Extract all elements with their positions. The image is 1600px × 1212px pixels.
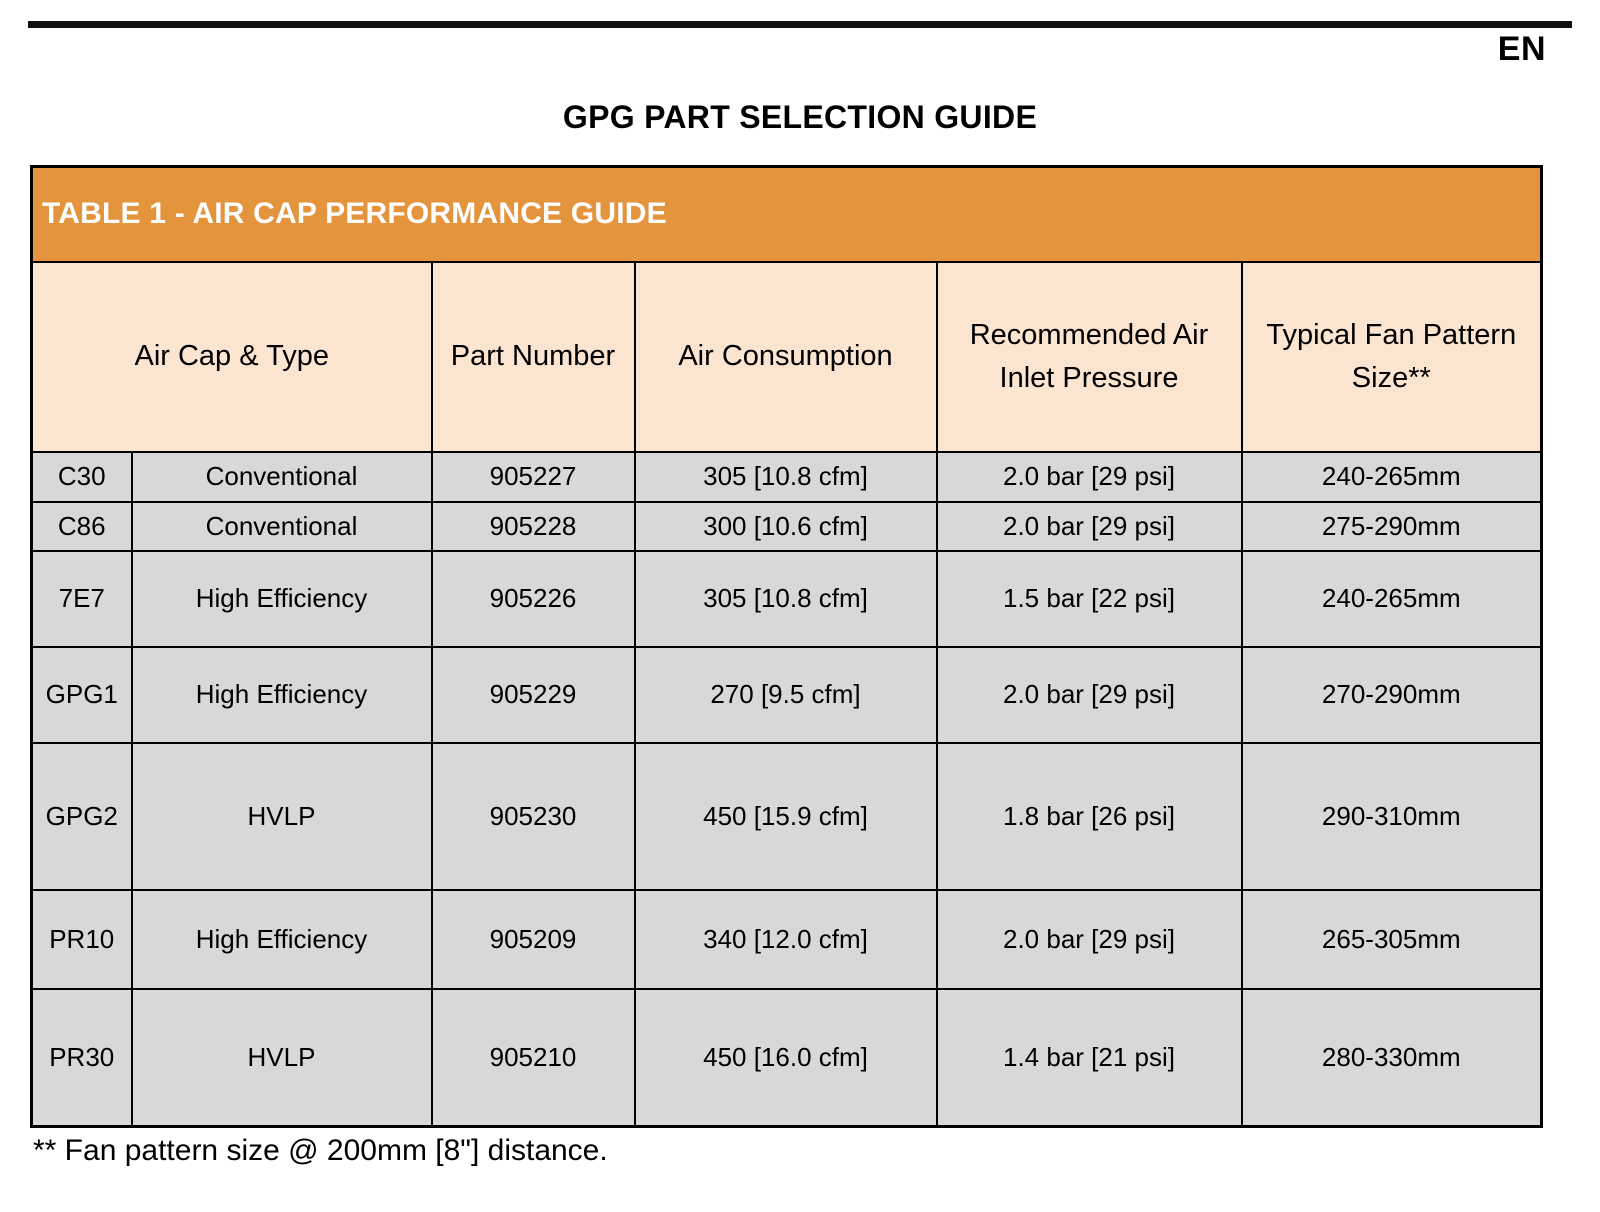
fan-pattern-size: 280-330mm <box>1240 987 1543 1128</box>
fan-pattern-size: 290-310mm <box>1240 741 1543 891</box>
fan-pattern-size: 240-265mm <box>1240 450 1543 503</box>
fan-pattern-size: 240-265mm <box>1240 549 1543 648</box>
table-row-pr30: PR30 HVLP 905210 450 [16.0 cfm] 1.4 bar … <box>30 987 1543 1128</box>
air-consumption: 450 [16.0 cfm] <box>633 987 938 1128</box>
inlet-pressure: 2.0 bar [29 psi] <box>935 500 1243 552</box>
table-title: TABLE 1 - AIR CAP PERFORMANCE GUIDE <box>30 165 1543 263</box>
table-header-row: Air Cap & Type Part Number Air Consumpti… <box>30 260 1543 453</box>
top-horizontal-rule <box>28 21 1572 28</box>
part-number: 905229 <box>430 645 636 744</box>
air-cap-type: Conventional <box>130 450 433 503</box>
air-cap-code: C30 <box>30 450 133 503</box>
inlet-pressure: 2.0 bar [29 psi] <box>935 450 1243 503</box>
table-row-gpg2: GPG2 HVLP 905230 450 [15.9 cfm] 1.8 bar … <box>30 741 1543 891</box>
air-cap-performance-table: TABLE 1 - AIR CAP PERFORMANCE GUIDE Air … <box>30 165 1544 1128</box>
page-title: GPG PART SELECTION GUIDE <box>562 99 1038 135</box>
inlet-pressure: 1.5 bar [22 psi] <box>935 549 1243 648</box>
air-consumption: 305 [10.8 cfm] <box>633 549 938 648</box>
column-header-inlet-pressure: Recommended Air Inlet Pressure <box>935 260 1243 453</box>
air-cap-type: High Efficiency <box>130 549 433 648</box>
air-cap-type: Conventional <box>130 500 433 552</box>
air-consumption: 300 [10.6 cfm] <box>633 500 938 552</box>
air-cap-code: C86 <box>30 500 133 552</box>
part-number: 905228 <box>430 500 636 552</box>
fan-pattern-size: 265-305mm <box>1240 888 1543 990</box>
table-row-7e7: 7E7 High Efficiency 905226 305 [10.8 cfm… <box>30 549 1543 648</box>
column-header-part-number: Part Number <box>430 260 636 453</box>
part-number: 905227 <box>430 450 636 503</box>
column-header-air-consumption: Air Consumption <box>633 260 938 453</box>
air-cap-type: HVLP <box>130 987 433 1128</box>
air-cap-code: PR10 <box>30 888 133 990</box>
air-cap-code: GPG1 <box>30 645 133 744</box>
inlet-pressure: 1.8 bar [26 psi] <box>935 741 1243 891</box>
air-cap-type: High Efficiency <box>130 645 433 744</box>
table-row-c30: C30 Conventional 905227 305 [10.8 cfm] 2… <box>30 450 1543 503</box>
fan-pattern-size: 275-290mm <box>1240 500 1543 552</box>
table-row-gpg1: GPG1 High Efficiency 905229 270 [9.5 cfm… <box>30 645 1543 744</box>
air-cap-code: PR30 <box>30 987 133 1128</box>
column-header-fan-pattern: Typical Fan Pattern Size** <box>1240 260 1543 453</box>
air-cap-code: GPG2 <box>30 741 133 891</box>
air-cap-type: HVLP <box>130 741 433 891</box>
table-row-pr10: PR10 High Efficiency 905209 340 [12.0 cf… <box>30 888 1543 990</box>
fan-pattern-footnote: ** Fan pattern size @ 200mm [8"] distanc… <box>33 1134 608 1167</box>
fan-pattern-size: 270-290mm <box>1240 645 1543 744</box>
table-title-band: TABLE 1 - AIR CAP PERFORMANCE GUIDE <box>30 165 1543 263</box>
part-number: 905210 <box>430 987 636 1128</box>
language-label: EN <box>1497 30 1546 68</box>
air-consumption: 305 [10.8 cfm] <box>633 450 938 503</box>
air-consumption: 450 [15.9 cfm] <box>633 741 938 891</box>
inlet-pressure: 1.4 bar [21 psi] <box>935 987 1243 1128</box>
air-cap-code: 7E7 <box>30 549 133 648</box>
inlet-pressure: 2.0 bar [29 psi] <box>935 645 1243 744</box>
part-number: 905226 <box>430 549 636 648</box>
table-row-c86: C86 Conventional 905228 300 [10.6 cfm] 2… <box>30 500 1543 552</box>
column-header-air-cap-type: Air Cap & Type <box>30 260 433 453</box>
air-cap-type: High Efficiency <box>130 888 433 990</box>
part-number: 905230 <box>430 741 636 891</box>
air-consumption: 270 [9.5 cfm] <box>633 645 938 744</box>
inlet-pressure: 2.0 bar [29 psi] <box>935 888 1243 990</box>
air-consumption: 340 [12.0 cfm] <box>633 888 938 990</box>
part-number: 905209 <box>430 888 636 990</box>
